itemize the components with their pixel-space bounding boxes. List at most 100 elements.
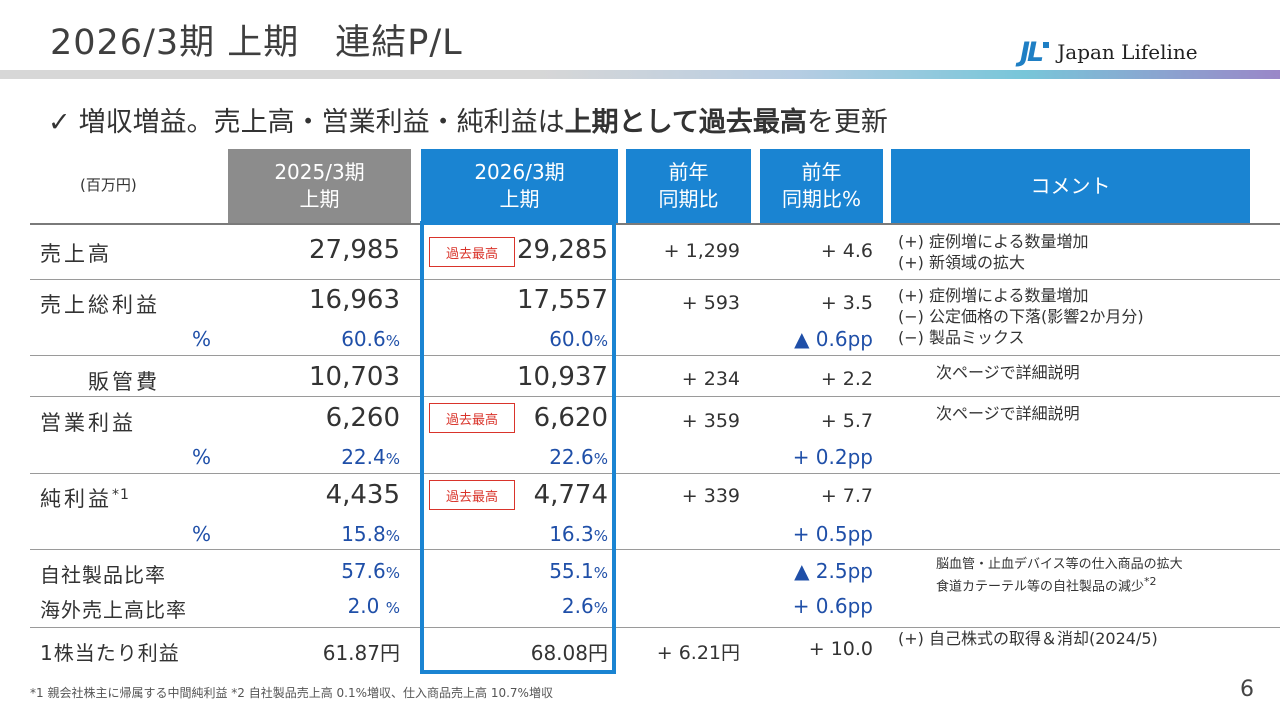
overseas-prev-value: 2.0 xyxy=(347,594,380,618)
gross-comments: (+) 症例増による数量増加 (−) 公定価格の下落(影響2か月分) (−) 製… xyxy=(898,285,1144,348)
op-diff: + 359 xyxy=(681,410,740,432)
company-logo: JL Japan Lifeline xyxy=(1020,36,1198,68)
row-divider xyxy=(30,473,1280,474)
row-label-sales: 売上高 xyxy=(40,242,112,266)
row-label-operating-profit: 営業利益 xyxy=(40,411,136,435)
own-comment-footnote-mark: *2 xyxy=(1144,575,1157,588)
sga-prev: 10,703 xyxy=(309,362,400,392)
op-pct-prev: 22.4% xyxy=(341,445,400,469)
pct-unit: % xyxy=(385,564,400,582)
header-yoy-line1: 前年 xyxy=(668,160,709,184)
header-curr-line2: 上期 xyxy=(499,187,540,211)
row-label-net-profit: 純利益*1 xyxy=(40,483,130,513)
net-pct-curr-value: 16.3 xyxy=(549,522,594,546)
overseas-curr-value: 2.6 xyxy=(561,594,594,618)
overseas-diff-pct: + 0.6pp xyxy=(792,594,873,618)
record-high-badge-net: 過去最高 xyxy=(429,480,515,510)
gross-pct-prev: 60.6% xyxy=(341,327,400,351)
net-prev: 4,435 xyxy=(325,480,400,510)
sales-comment-1: (+) 症例増による数量増加 xyxy=(898,232,1089,251)
header-prev-period: 2025/3期 上期 xyxy=(228,149,411,223)
header-yoy-pct-line1: 前年 xyxy=(801,160,842,184)
op-curr: 6,620 xyxy=(533,403,608,433)
current-period-highlight-frame xyxy=(420,221,616,674)
sales-prev: 27,985 xyxy=(309,235,400,265)
unit-label: (百万円) xyxy=(80,176,137,194)
net-footnote-mark: *1 xyxy=(112,487,130,503)
pct-unit: % xyxy=(385,332,400,350)
footnote: *1 親会社株主に帰属する中間純利益 *2 自社製品売上高 0.1%増収、仕入商… xyxy=(30,686,553,700)
logo-text: Japan Lifeline xyxy=(1057,40,1198,64)
sales-diff: + 1,299 xyxy=(663,240,740,262)
checkmark-icon: ✓ xyxy=(48,107,71,138)
page-title: 2026/3期 上期 連結P/L xyxy=(50,23,463,63)
row-label-gross-profit: 売上総利益 xyxy=(40,293,160,317)
eps-diff: + 6.21円 xyxy=(656,642,740,664)
gross-comment-2: (−) 公定価格の下落(影響2か月分) xyxy=(898,307,1144,326)
sga-curr: 10,937 xyxy=(517,362,608,392)
header-curr-period: 2026/3期 上期 xyxy=(421,149,618,223)
row-divider xyxy=(30,627,1280,628)
sga-comment: 次ページで詳細説明 xyxy=(936,363,1080,382)
gross-pct-curr: 60.0% xyxy=(549,327,608,351)
op-pct-curr: 22.6% xyxy=(549,445,608,469)
gross-pct-diff: ▲ 0.6pp xyxy=(794,327,873,351)
own-diff-pct: ▲ 2.5pp xyxy=(794,559,873,583)
sga-diff-pct: + 2.2 xyxy=(820,368,873,390)
header-prev-line1: 2025/3期 xyxy=(274,160,365,184)
gross-diff: + 593 xyxy=(681,292,740,314)
row-divider xyxy=(30,355,1280,356)
own-comment-2: 食道カテーテル等の自社製品の減少*2 xyxy=(936,573,1183,595)
own-curr-value: 55.1 xyxy=(549,559,594,583)
gross-comment-3: (−) 製品ミックス xyxy=(898,328,1025,347)
row-label-overseas-ratio: 海外売上高比率 xyxy=(40,598,187,622)
headline-part1: 増収増益。売上高・営業利益・純利益は xyxy=(78,107,565,138)
logo-dot xyxy=(1043,42,1050,48)
overseas-prev: 2.0 % xyxy=(348,594,400,618)
row-label-eps: 1株当たり利益 xyxy=(40,641,180,665)
header-yoy: 前年 同期比 xyxy=(626,149,751,223)
sales-comments: (+) 症例増による数量増加 (+) 新領域の拡大 xyxy=(898,231,1089,273)
gross-curr: 17,557 xyxy=(517,285,608,315)
gross-pct-curr-value: 60.0 xyxy=(549,327,594,351)
net-diff: + 339 xyxy=(681,485,740,507)
sales-comment-2: (+) 新領域の拡大 xyxy=(898,253,1025,272)
gross-pct-prev-value: 60.6 xyxy=(341,327,386,351)
title-gradient-bar xyxy=(0,70,1280,79)
own-comment-1: 脳血管・止血デバイス等の仕入商品の拡大 xyxy=(936,557,1183,572)
net-diff-pct: + 7.7 xyxy=(820,485,873,507)
page-number: 6 xyxy=(1240,677,1254,702)
op-diff-pct: + 5.7 xyxy=(820,410,873,432)
overseas-curr: 2.6% xyxy=(562,594,608,618)
net-pct-label: % xyxy=(192,522,212,546)
pct-unit: % xyxy=(385,599,400,617)
logo-mark: JL xyxy=(1020,36,1044,68)
gross-pct-label: % xyxy=(192,327,212,351)
record-high-badge-sales: 過去最高 xyxy=(429,237,515,267)
header-yoy-pct-line2: 同期比% xyxy=(781,187,861,211)
row-label-sga: 販管費 xyxy=(88,370,160,394)
own-prev-value: 57.6 xyxy=(341,559,386,583)
net-pct-prev: 15.8% xyxy=(341,522,400,546)
row-divider xyxy=(30,279,1280,280)
own-comment-2-text: 食道カテーテル等の自社製品の減少 xyxy=(936,579,1145,595)
net-pct-diff: + 0.5pp xyxy=(792,522,873,546)
own-prev: 57.6% xyxy=(341,559,400,583)
op-prev: 6,260 xyxy=(325,403,400,433)
header-yoy-line2: 同期比 xyxy=(658,187,719,211)
pct-unit: % xyxy=(385,527,400,545)
net-curr: 4,774 xyxy=(533,480,608,510)
gross-prev: 16,963 xyxy=(309,285,400,315)
op-pct-curr-value: 22.6 xyxy=(549,445,594,469)
net-pct-curr: 16.3% xyxy=(549,522,608,546)
gross-comment-1: (+) 症例増による数量増加 xyxy=(898,286,1089,305)
pct-unit: % xyxy=(593,527,608,545)
sales-diff-pct: + 4.6 xyxy=(820,240,873,262)
row-label-own-product-ratio: 自社製品比率 xyxy=(40,563,166,587)
header-comment: コメント xyxy=(891,149,1250,223)
pct-unit: % xyxy=(593,332,608,350)
headline-part2: を更新 xyxy=(806,107,888,138)
sga-diff: + 234 xyxy=(681,368,740,390)
pct-unit: % xyxy=(593,450,608,468)
gross-diff-pct: + 3.5 xyxy=(820,292,873,314)
